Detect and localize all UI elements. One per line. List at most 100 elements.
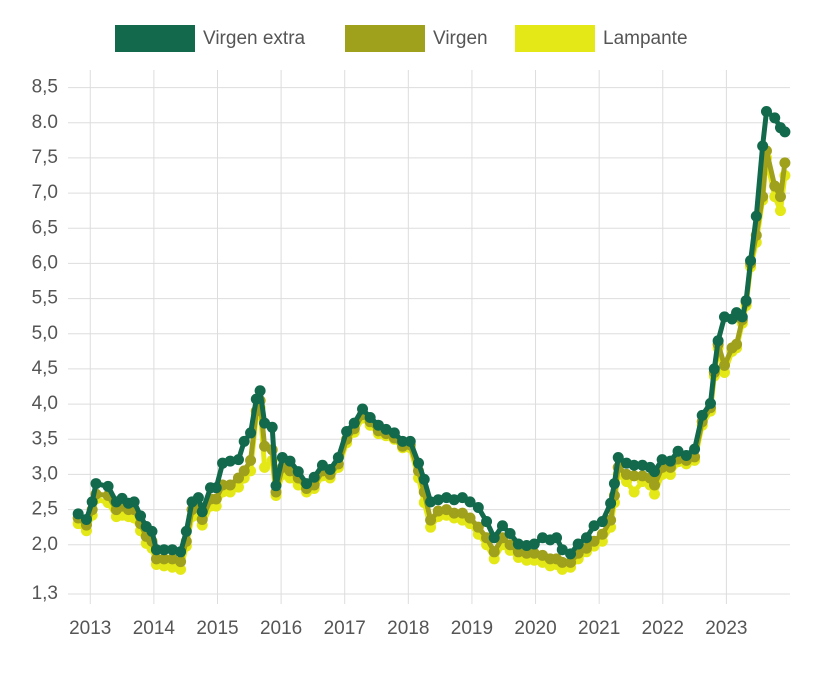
data-point (528, 547, 540, 559)
data-point (245, 454, 257, 466)
data-point (628, 470, 640, 482)
data-point (404, 435, 416, 447)
data-point (521, 547, 533, 559)
data-point (324, 464, 336, 476)
data-point (769, 112, 781, 124)
data-point (175, 563, 187, 575)
data-point (464, 512, 476, 524)
data-point (512, 546, 524, 558)
data-point (472, 501, 484, 513)
data-point (432, 505, 444, 517)
data-point (166, 544, 178, 556)
data-point (672, 445, 684, 457)
data-point (496, 520, 508, 532)
data-point (166, 553, 178, 565)
y-tick-label: 5,0 (32, 323, 58, 344)
data-point (250, 393, 262, 405)
data-point (704, 397, 716, 409)
data-point (238, 465, 250, 477)
legend: Virgen extra Virgen Lampante (115, 25, 688, 52)
data-point (740, 295, 752, 307)
data-point (580, 542, 592, 554)
data-point (364, 411, 376, 423)
data-point (649, 488, 661, 500)
data-point (175, 556, 187, 568)
data-point (341, 426, 353, 438)
data-point (210, 493, 222, 505)
data-point (86, 496, 98, 508)
data-point (774, 205, 786, 217)
data-point (488, 532, 500, 544)
legend-swatch (515, 25, 595, 52)
data-point (158, 544, 170, 556)
data-point (425, 514, 437, 526)
x-tick-label: 2016 (260, 618, 302, 639)
data-point (146, 525, 158, 537)
data-point (628, 486, 640, 498)
data-point (608, 478, 620, 490)
data-point (472, 521, 484, 533)
data-point (254, 385, 266, 397)
data-point (448, 507, 460, 519)
data-point (232, 481, 244, 493)
data-point (551, 532, 563, 544)
data-point (224, 479, 236, 491)
data-point (90, 478, 102, 490)
data-point (357, 403, 369, 415)
series (72, 152, 791, 575)
data-point (779, 126, 791, 138)
data-point (605, 497, 617, 509)
data-point (238, 435, 250, 447)
data-point (760, 105, 772, 117)
data-point (488, 546, 500, 558)
data-point (348, 417, 360, 429)
data-point (718, 359, 730, 371)
x-tick-label: 2014 (133, 618, 176, 639)
data-point (102, 480, 114, 492)
data-point (612, 452, 624, 464)
data-point (580, 532, 592, 544)
y-tick-label: 7,0 (32, 182, 58, 203)
data-point (481, 532, 493, 544)
y-tick-label: 8,5 (32, 77, 58, 98)
data-point (388, 427, 400, 439)
y-tick-label: 4,0 (32, 393, 58, 414)
data-point (284, 455, 296, 467)
data-point (481, 516, 493, 528)
legend-swatch (115, 25, 195, 52)
data-point (166, 561, 178, 573)
data-point (332, 452, 344, 464)
data-point (72, 508, 84, 520)
data-point (135, 510, 147, 522)
data-point (736, 311, 748, 323)
y-tick-label: 8.0 (32, 112, 58, 133)
data-point (210, 482, 222, 494)
y-tick-label: 1,3 (32, 583, 58, 604)
data-point (588, 520, 600, 532)
x-tick-label: 2018 (387, 618, 429, 639)
data-point (432, 494, 444, 506)
data-point (504, 528, 516, 540)
data-point (413, 457, 425, 469)
data-point (556, 544, 568, 556)
data-point (418, 473, 430, 485)
data-point (689, 443, 701, 455)
data-point (224, 455, 236, 467)
legend-label: Lampante (603, 28, 688, 49)
data-point (158, 553, 170, 565)
data-point (696, 409, 708, 421)
data-point (259, 461, 271, 473)
data-point (150, 553, 162, 565)
data-point (196, 513, 208, 525)
x-tick-label: 2023 (705, 618, 747, 639)
data-point (605, 514, 617, 526)
data-point (656, 454, 668, 466)
data-point (232, 454, 244, 466)
data-point (380, 423, 392, 435)
data-point (180, 525, 192, 537)
data-point (649, 479, 661, 491)
data-point (175, 546, 187, 558)
legend-label: Virgen (433, 28, 488, 49)
data-point (712, 335, 724, 347)
